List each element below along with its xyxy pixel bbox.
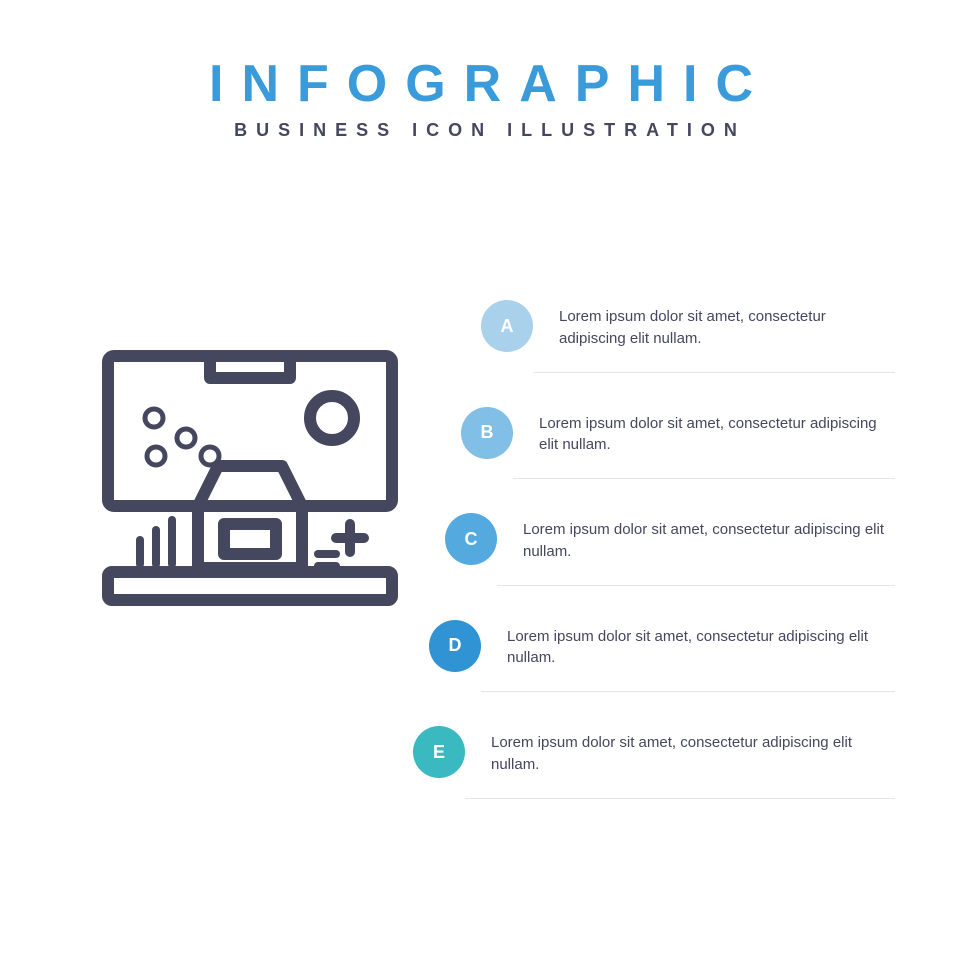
step-text: Lorem ipsum dolor sit amet, consectetur …	[465, 726, 895, 799]
step-bullet-d: D	[429, 620, 481, 672]
step-text: Lorem ipsum dolor sit amet, consectetur …	[481, 620, 895, 693]
step-bullet-c: C	[445, 513, 497, 565]
step-bullet-a: A	[481, 300, 533, 352]
steps-list: A Lorem ipsum dolor sit amet, consectetu…	[435, 300, 895, 833]
step-item: A Lorem ipsum dolor sit amet, consectetu…	[481, 300, 895, 373]
step-bullet-b: B	[461, 407, 513, 459]
step-text: Lorem ipsum dolor sit amet, consectetur …	[513, 407, 895, 480]
step-item: E Lorem ipsum dolor sit amet, consectetu…	[413, 726, 895, 799]
step-item: D Lorem ipsum dolor sit amet, consectetu…	[429, 620, 895, 693]
page-title: INFOGRAPHIC	[0, 54, 980, 114]
step-item: C Lorem ipsum dolor sit amet, consectetu…	[445, 513, 895, 586]
step-item: B Lorem ipsum dolor sit amet, consectetu…	[461, 407, 895, 480]
step-text: Lorem ipsum dolor sit amet, consectetur …	[497, 513, 895, 586]
step-bullet-e: E	[413, 726, 465, 778]
device-machine-icon	[100, 348, 400, 608]
page-subtitle: BUSINESS ICON ILLUSTRATION	[0, 120, 980, 141]
header: INFOGRAPHIC BUSINESS ICON ILLUSTRATION	[0, 0, 980, 141]
step-text: Lorem ipsum dolor sit amet, consectetur …	[533, 300, 895, 373]
